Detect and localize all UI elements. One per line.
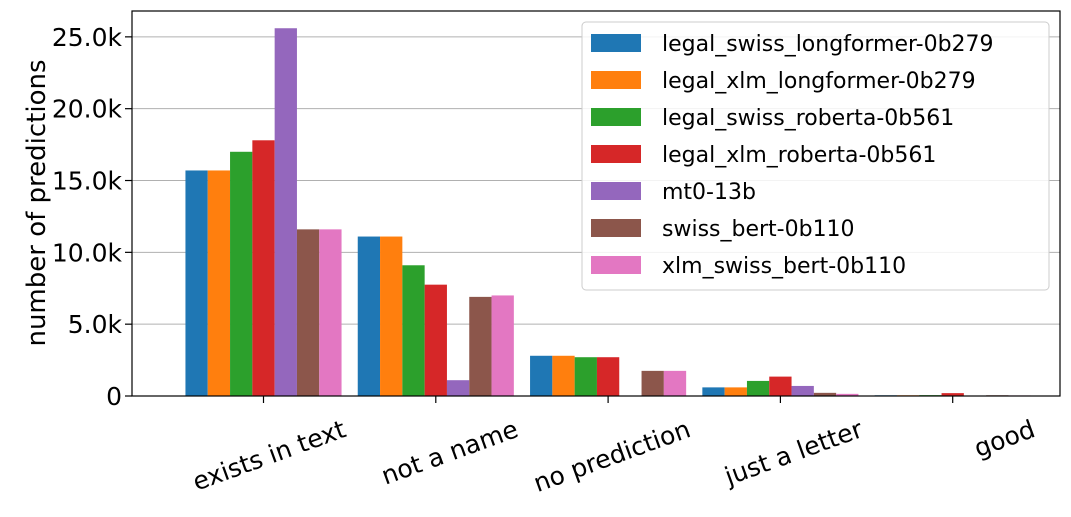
- y-tick-label: 5.0k: [68, 310, 123, 339]
- legend-label: legal_xlm_longformer-0b279: [662, 69, 976, 94]
- bar: [491, 295, 514, 396]
- bar: [207, 170, 231, 396]
- bar: [274, 28, 297, 397]
- bar: [596, 357, 620, 396]
- bar: [380, 236, 403, 396]
- legend-label: legal_xlm_roberta-0b561: [662, 143, 936, 168]
- bar: [446, 380, 470, 396]
- bar: [641, 370, 664, 396]
- bar: [424, 284, 447, 396]
- y-tick-label: 20.0k: [52, 95, 123, 124]
- legend-swatch: [591, 219, 641, 237]
- bar: [469, 296, 492, 396]
- y-tick-label: 0: [106, 382, 122, 411]
- bar: [357, 236, 381, 396]
- bar: [702, 387, 725, 396]
- bar: [402, 265, 425, 396]
- bar: [530, 355, 553, 396]
- y-axis: 0 5.0k 10.0k 15.0k 20.0k 25.0k: [52, 23, 132, 411]
- y-tick-label: 10.0k: [52, 238, 123, 267]
- legend-swatch: [591, 71, 641, 89]
- bar: [252, 140, 275, 396]
- bar: [552, 355, 575, 396]
- legend-label: mt0-13b: [662, 180, 756, 205]
- y-tick-label: 15.0k: [52, 167, 123, 196]
- bar: [746, 380, 770, 396]
- legend-label: legal_swiss_roberta-0b561: [662, 106, 954, 131]
- legend-swatch: [591, 256, 641, 274]
- bar: [791, 385, 814, 396]
- bar: [769, 376, 792, 396]
- legend-label: legal_swiss_longformer-0b279: [662, 32, 994, 57]
- y-tick-label: 25.0k: [52, 23, 123, 52]
- legend: legal_swiss_longformer-0b279 legal_xlm_lo…: [581, 21, 1050, 291]
- legend-label: swiss_bert-0b110: [662, 217, 855, 242]
- x-tick-label: exists in text: [189, 414, 350, 496]
- legend-box: [581, 21, 1050, 291]
- legend-swatch: [591, 145, 641, 163]
- bar: [724, 387, 747, 396]
- x-tick-label: just a letter: [720, 414, 867, 491]
- legend-swatch: [591, 182, 641, 200]
- legend-label: xlm_swiss_bert-0b110: [662, 254, 906, 279]
- bar: [230, 151, 253, 396]
- y-axis-label: number of predictions: [22, 59, 52, 346]
- bar: [296, 229, 320, 396]
- legend-swatch: [591, 108, 641, 126]
- bar: [185, 170, 208, 396]
- x-tick-label: not a name: [377, 414, 521, 490]
- x-tick-label: no prediction: [530, 414, 695, 498]
- bar: [813, 392, 837, 396]
- bar: [836, 393, 859, 396]
- legend-swatch: [591, 34, 641, 52]
- x-axis: exists in text not a name no prediction jus…: [189, 396, 1039, 498]
- bar: [574, 357, 597, 396]
- x-tick-label: good: [970, 414, 1039, 463]
- plot-frame: [131, 10, 1061, 397]
- bar: [941, 393, 964, 396]
- bar: [319, 229, 342, 396]
- bar: [663, 370, 687, 396]
- bars: [185, 28, 1031, 397]
